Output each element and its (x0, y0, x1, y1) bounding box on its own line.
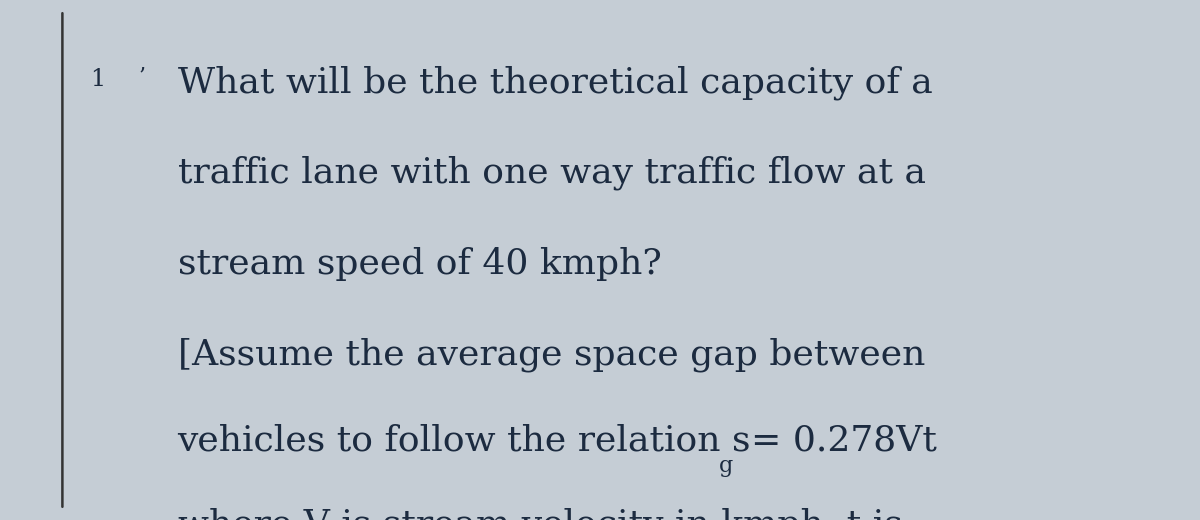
Text: where V is stream velocity in kmph, t is: where V is stream velocity in kmph, t is (178, 507, 902, 520)
Text: stream speed of 40 kmph?: stream speed of 40 kmph? (178, 247, 661, 281)
Text: g: g (719, 455, 733, 477)
Text: = 0.278Vt: = 0.278Vt (751, 424, 937, 458)
Text: [Assume the average space gap between: [Assume the average space gap between (178, 338, 925, 372)
Text: traffic lane with one way traffic flow at a: traffic lane with one way traffic flow a… (178, 156, 925, 190)
Text: What will be the theoretical capacity of a: What will be the theoretical capacity of… (178, 65, 932, 99)
Text: ’: ’ (138, 65, 145, 87)
Text: 1: 1 (90, 68, 106, 90)
Text: vehicles to follow the relation s: vehicles to follow the relation s (178, 424, 751, 458)
